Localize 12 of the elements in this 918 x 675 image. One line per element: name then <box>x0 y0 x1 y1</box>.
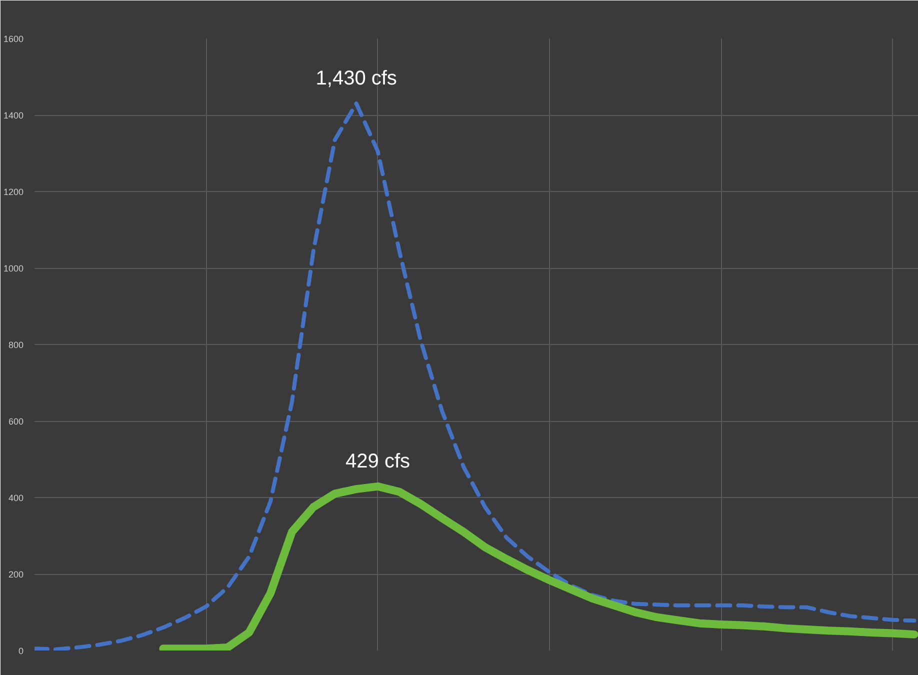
annotation: 1,430 cfs <box>316 68 397 90</box>
y-tick-label: 600 <box>8 416 24 426</box>
y-tick-label: 800 <box>8 340 24 350</box>
line-series <box>34 102 916 650</box>
annotation: 429 cfs <box>346 450 410 472</box>
y-tick-label: 0 <box>18 646 24 656</box>
y-tick-label: 200 <box>8 570 24 580</box>
y-tick-label: 1000 <box>3 264 24 274</box>
y-tick-label: 400 <box>8 493 24 503</box>
y-tick-label: 1600 <box>3 34 24 44</box>
y-tick-label: 1200 <box>3 187 24 197</box>
y-tick-label: 1400 <box>3 110 24 120</box>
